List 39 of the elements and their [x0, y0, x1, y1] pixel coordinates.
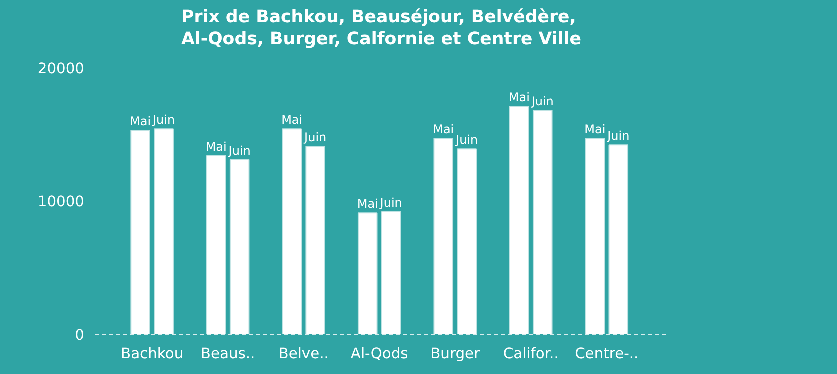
x-tick-label: Al-Qods: [350, 346, 408, 362]
bar: [282, 128, 302, 334]
bar: [206, 155, 226, 334]
text: Mai: [206, 140, 227, 154]
text: Juin: [153, 113, 176, 128]
x-tick-label: Bachkou: [121, 346, 184, 362]
x-tick-label: Califor..: [503, 346, 559, 362]
text: Juin: [532, 94, 554, 108]
text: Juin: [228, 144, 251, 158]
text: Mai: [433, 122, 454, 136]
text: Juin: [608, 129, 630, 144]
bar: [154, 128, 174, 334]
x-tick-label: Beaus..: [200, 346, 256, 362]
text: Mai: [508, 90, 530, 104]
bar: [306, 146, 326, 334]
bar: [230, 159, 250, 334]
bar: [457, 148, 478, 334]
bar: [130, 130, 150, 334]
bar: [381, 211, 402, 334]
bar: [434, 138, 454, 334]
bar: [509, 106, 530, 334]
text: Juin: [380, 196, 402, 210]
series-label: Juin: [455, 133, 478, 148]
series-label: Mai: [282, 113, 303, 128]
text: Juin: [304, 130, 327, 144]
bar: [585, 138, 606, 334]
bar: [608, 144, 629, 334]
text: Mai: [357, 197, 378, 212]
text: Mai: [130, 114, 152, 128]
x-tick-label: Burger: [430, 346, 482, 362]
y-tick-label: 10000: [38, 194, 84, 211]
y-tick-label: 20000: [38, 60, 84, 78]
x-tick-label: Centre-..: [575, 346, 639, 362]
chart-title: Prix de Bachkou, Beauséjour, Belvédère, Al-Qods, Burger, Calfornie et Centre Ville: [182, 8, 582, 50]
bar: [358, 212, 378, 334]
text: Mai: [584, 122, 606, 136]
bar: [532, 110, 553, 334]
x-tick-label: Belve..: [278, 346, 329, 362]
y-tick-label: 0: [75, 327, 85, 344]
